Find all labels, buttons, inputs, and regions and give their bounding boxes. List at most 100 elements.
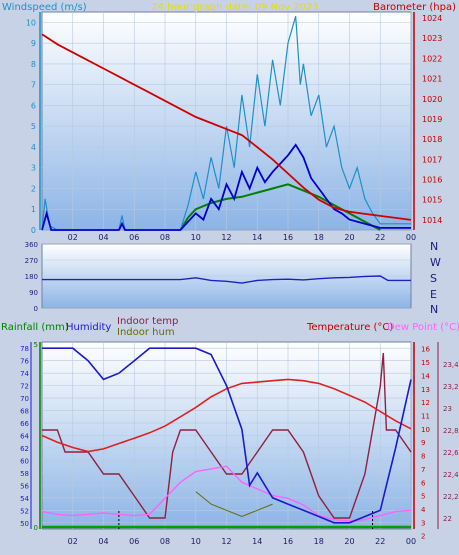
- top-left-tick-label: 1: [31, 205, 36, 214]
- indoor-temp-tick-label: 22,2: [443, 493, 459, 501]
- temperature-tick-label: 13: [421, 386, 430, 394]
- mid-tick-label: 90: [29, 289, 38, 297]
- top-left-tick-label: 4: [31, 143, 36, 152]
- top-right-tick-label: 1019: [422, 115, 442, 124]
- top-left-tick-label: 2: [31, 184, 36, 193]
- bot-x-tick-label: 12: [221, 537, 231, 546]
- top-left-tick-label: 6: [31, 101, 36, 110]
- top-x-tick-label: 06: [129, 233, 139, 242]
- bot-x-tick-label: 20: [344, 537, 354, 546]
- top-x-tick-label: 18: [314, 233, 324, 242]
- temperature-tick-label: 11: [421, 412, 430, 420]
- top-left-tick-label: 3: [31, 164, 36, 173]
- indoor-temp-tick-label: 22: [443, 515, 452, 523]
- humidity-tick-label: 50: [20, 520, 29, 528]
- humidity-tick-label: 62: [20, 445, 29, 453]
- temp-humidity-series: [41, 347, 412, 529]
- temperature-tick-label: 3: [421, 519, 425, 527]
- top-x-tick-label: 00: [406, 233, 416, 242]
- bot-x-tick-label: 14: [252, 537, 262, 546]
- humidity-label: Humidity: [66, 322, 111, 333]
- humidity-tick-label: 66: [20, 420, 29, 428]
- humidity-tick-label: 70: [20, 395, 29, 403]
- top-right-tick-label: 1015: [422, 196, 442, 205]
- top-x-tick-label: 04: [98, 233, 108, 242]
- top-right-tick-label: 1020: [422, 95, 442, 104]
- compass-letter-n-top: N: [430, 240, 438, 253]
- bot-x-tick-label: 10: [191, 537, 201, 546]
- top-right-tick-label: 1017: [422, 155, 442, 164]
- top-x-tick-label: 16: [283, 233, 293, 242]
- compass-letter-w: W: [430, 256, 441, 269]
- temperature-tick-label: 2: [421, 533, 425, 541]
- indoor-temp-tick-label: 23,4: [443, 361, 459, 369]
- rainfall-label: Rainfall (mm): [1, 322, 69, 333]
- top-right-tick-label: 1016: [422, 176, 442, 185]
- wind-baro-panel: 0123456789101014101510161017101810191020…: [2, 2, 456, 242]
- barometer-title: Barometer (hpa): [373, 2, 456, 13]
- wind-direction-axes: 0 90 180 270 360: [25, 241, 38, 313]
- indoor-temp-tick-label: 22,8: [443, 427, 459, 435]
- top-right-tick-label: 1024: [422, 14, 442, 23]
- wind-direction-grid: [42, 243, 411, 309]
- top-x-tick-label: 12: [221, 233, 231, 242]
- bot-x-tick-label: 04: [98, 537, 108, 546]
- dewpoint-label: Dew Point (°C): [387, 322, 459, 333]
- top-x-tick-label: 10: [191, 233, 201, 242]
- top-x-tick-label: 20: [344, 233, 354, 242]
- bot-x-tick-label: 02: [68, 537, 78, 546]
- temperature-label: Temperature (°C): [306, 322, 393, 333]
- compass-letter-e: E: [430, 288, 437, 301]
- humidity-line: [42, 347, 412, 524]
- barometer-line: [41, 33, 412, 221]
- top-left-tick-label: 10: [26, 18, 36, 27]
- mid-tick-label: 180: [25, 273, 38, 281]
- top-left-tick-label: 8: [31, 60, 36, 69]
- bot-x-tick-label: 18: [314, 537, 324, 546]
- windspeed-title: Windspeed (m/s): [2, 2, 87, 13]
- humidity-tick-label: 54: [20, 495, 29, 503]
- humidity-tick-label: 74: [20, 370, 29, 378]
- bot-x-tick-label: 16: [283, 537, 293, 546]
- top-right-tick-label: 1022: [422, 54, 442, 63]
- wind-direction-line: [42, 275, 411, 284]
- humidity-tick-label: 64: [20, 433, 29, 441]
- temp-humidity-axes: 5052545658606264666870727476780523456789…: [20, 341, 459, 546]
- temperature-tick-label: 16: [421, 346, 430, 354]
- temperature-tick-label: 8: [421, 453, 425, 461]
- wind-baro-grid: [42, 12, 412, 231]
- temperature-tick-label: 4: [421, 506, 426, 514]
- top-right-tick-label: 1021: [422, 75, 442, 84]
- humidity-tick-label: 60: [20, 457, 29, 465]
- indoor-temp-tick-label: 23,2: [443, 383, 459, 391]
- wind-baro-series: [41, 16, 412, 231]
- top-x-tick-label: 08: [160, 233, 170, 242]
- temperature-tick-label: 14: [421, 372, 430, 380]
- bot-x-tick-label: 06: [129, 537, 139, 546]
- indoor-temp-label: Indoor temp: [117, 316, 178, 327]
- mid-tick-label: 0: [34, 305, 38, 313]
- graph-date-title: 24 hour graph date: 09 Nov 2023: [151, 2, 319, 13]
- top-left-tick-label: 0: [31, 226, 36, 235]
- temperature-tick-label: 7: [421, 466, 425, 474]
- temperature-tick-label: 6: [421, 479, 426, 487]
- mid-tick-label: 270: [25, 257, 38, 265]
- indoor-temp-tick-label: 22,6: [443, 449, 459, 457]
- temperature-line: [41, 378, 412, 453]
- humidity-tick-label: 52: [20, 507, 29, 515]
- bot-x-tick-label: 22: [375, 537, 385, 546]
- top-right-tick-label: 1014: [422, 216, 442, 225]
- wind-avg-line: [41, 143, 411, 231]
- mid-tick-label: 360: [25, 241, 38, 249]
- humidity-tick-label: 56: [20, 482, 29, 490]
- bot-x-tick-label: 00: [406, 537, 416, 546]
- top-right-tick-label: 1023: [422, 34, 442, 43]
- top-left-tick-label: 7: [31, 81, 36, 90]
- wind-direction-series: [42, 275, 411, 284]
- humidity-tick-label: 76: [20, 358, 29, 366]
- compass-letter-n-bottom: N: [430, 303, 438, 316]
- temperature-tick-label: 15: [421, 359, 430, 367]
- top-left-tick-label: 9: [31, 39, 36, 48]
- temperature-tick-label: 10: [421, 426, 430, 434]
